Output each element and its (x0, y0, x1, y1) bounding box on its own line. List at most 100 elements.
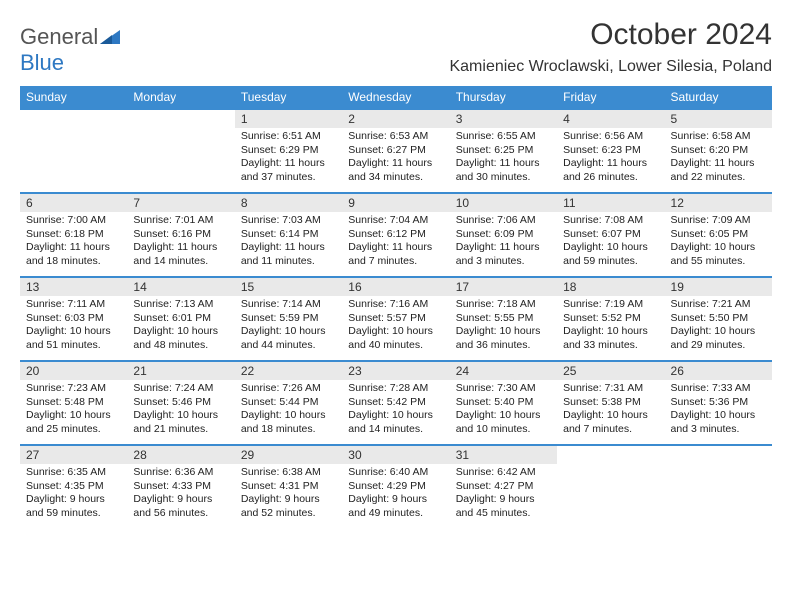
sunrise-text: Sunrise: 7:09 AM (671, 214, 766, 228)
day-details: Sunrise: 7:08 AMSunset: 6:07 PMDaylight:… (557, 212, 664, 273)
calendar-cell: 15Sunrise: 7:14 AMSunset: 5:59 PMDayligh… (235, 276, 342, 360)
sunrise-text: Sunrise: 7:04 AM (348, 214, 443, 228)
sunset-text: Sunset: 4:33 PM (133, 480, 228, 494)
sunrise-text: Sunrise: 7:23 AM (26, 382, 121, 396)
daylight-text: Daylight: 11 hours and 18 minutes. (26, 241, 121, 268)
sunrise-text: Sunrise: 6:40 AM (348, 466, 443, 480)
day-number: 3 (450, 108, 557, 128)
day-number: 31 (450, 444, 557, 464)
day-details: Sunrise: 6:35 AMSunset: 4:35 PMDaylight:… (20, 464, 127, 525)
daylight-text: Daylight: 10 hours and 18 minutes. (241, 409, 336, 436)
daylight-text: Daylight: 10 hours and 36 minutes. (456, 325, 551, 352)
day-details: Sunrise: 6:58 AMSunset: 6:20 PMDaylight:… (665, 128, 772, 189)
sunrise-text: Sunrise: 7:08 AM (563, 214, 658, 228)
day-number: 12 (665, 192, 772, 212)
day-details: Sunrise: 6:51 AMSunset: 6:29 PMDaylight:… (235, 128, 342, 189)
day-details: Sunrise: 6:42 AMSunset: 4:27 PMDaylight:… (450, 464, 557, 525)
daylight-text: Daylight: 11 hours and 30 minutes. (456, 157, 551, 184)
brand-logo: General Blue (20, 24, 120, 76)
daylight-text: Daylight: 10 hours and 21 minutes. (133, 409, 228, 436)
daylight-text: Daylight: 11 hours and 34 minutes. (348, 157, 443, 184)
day-details: Sunrise: 7:06 AMSunset: 6:09 PMDaylight:… (450, 212, 557, 273)
sunrise-text: Sunrise: 7:30 AM (456, 382, 551, 396)
sunset-text: Sunset: 6:20 PM (671, 144, 766, 158)
day-number: 14 (127, 276, 234, 296)
calendar-week-row: 6Sunrise: 7:00 AMSunset: 6:18 PMDaylight… (20, 192, 772, 276)
day-details: Sunrise: 7:16 AMSunset: 5:57 PMDaylight:… (342, 296, 449, 357)
calendar-cell: 28Sunrise: 6:36 AMSunset: 4:33 PMDayligh… (127, 444, 234, 528)
daylight-text: Daylight: 11 hours and 26 minutes. (563, 157, 658, 184)
day-details: Sunrise: 7:21 AMSunset: 5:50 PMDaylight:… (665, 296, 772, 357)
sunrise-text: Sunrise: 7:06 AM (456, 214, 551, 228)
daylight-text: Daylight: 10 hours and 25 minutes. (26, 409, 121, 436)
weekday-header: Wednesday (342, 86, 449, 108)
daylight-text: Daylight: 10 hours and 14 minutes. (348, 409, 443, 436)
sunrise-text: Sunrise: 6:42 AM (456, 466, 551, 480)
day-details: Sunrise: 6:56 AMSunset: 6:23 PMDaylight:… (557, 128, 664, 189)
sunrise-text: Sunrise: 6:35 AM (26, 466, 121, 480)
logo-text-general: General Blue (20, 24, 120, 76)
weekday-header-row: Sunday Monday Tuesday Wednesday Thursday… (20, 86, 772, 108)
weekday-header: Thursday (450, 86, 557, 108)
daylight-text: Daylight: 11 hours and 7 minutes. (348, 241, 443, 268)
calendar-week-row: 13Sunrise: 7:11 AMSunset: 6:03 PMDayligh… (20, 276, 772, 360)
day-number (665, 444, 772, 462)
day-details: Sunrise: 7:13 AMSunset: 6:01 PMDaylight:… (127, 296, 234, 357)
day-number: 16 (342, 276, 449, 296)
day-number: 5 (665, 108, 772, 128)
day-number (20, 108, 127, 126)
calendar-cell: 1Sunrise: 6:51 AMSunset: 6:29 PMDaylight… (235, 108, 342, 192)
sunset-text: Sunset: 6:18 PM (26, 228, 121, 242)
sunset-text: Sunset: 5:55 PM (456, 312, 551, 326)
sunset-text: Sunset: 4:29 PM (348, 480, 443, 494)
sunrise-text: Sunrise: 7:16 AM (348, 298, 443, 312)
day-number (557, 444, 664, 462)
day-number: 15 (235, 276, 342, 296)
calendar-cell (665, 444, 772, 528)
sunrise-text: Sunrise: 7:26 AM (241, 382, 336, 396)
sunrise-text: Sunrise: 6:55 AM (456, 130, 551, 144)
calendar-week-row: 1Sunrise: 6:51 AMSunset: 6:29 PMDaylight… (20, 108, 772, 192)
sunset-text: Sunset: 5:57 PM (348, 312, 443, 326)
daylight-text: Daylight: 10 hours and 29 minutes. (671, 325, 766, 352)
sunset-text: Sunset: 5:50 PM (671, 312, 766, 326)
sunset-text: Sunset: 4:27 PM (456, 480, 551, 494)
day-number: 7 (127, 192, 234, 212)
daylight-text: Daylight: 11 hours and 3 minutes. (456, 241, 551, 268)
day-details: Sunrise: 7:23 AMSunset: 5:48 PMDaylight:… (20, 380, 127, 441)
title-block: October 2024 Kamieniec Wroclawski, Lower… (449, 18, 772, 76)
day-details: Sunrise: 7:01 AMSunset: 6:16 PMDaylight:… (127, 212, 234, 273)
day-number: 28 (127, 444, 234, 464)
day-details: Sunrise: 7:31 AMSunset: 5:38 PMDaylight:… (557, 380, 664, 441)
calendar-cell: 2Sunrise: 6:53 AMSunset: 6:27 PMDaylight… (342, 108, 449, 192)
daylight-text: Daylight: 10 hours and 10 minutes. (456, 409, 551, 436)
day-details: Sunrise: 6:53 AMSunset: 6:27 PMDaylight:… (342, 128, 449, 189)
day-details: Sunrise: 7:11 AMSunset: 6:03 PMDaylight:… (20, 296, 127, 357)
calendar-cell: 14Sunrise: 7:13 AMSunset: 6:01 PMDayligh… (127, 276, 234, 360)
calendar-cell (20, 108, 127, 192)
calendar-cell: 19Sunrise: 7:21 AMSunset: 5:50 PMDayligh… (665, 276, 772, 360)
sunrise-text: Sunrise: 7:19 AM (563, 298, 658, 312)
sunset-text: Sunset: 6:14 PM (241, 228, 336, 242)
sunset-text: Sunset: 6:23 PM (563, 144, 658, 158)
day-number: 21 (127, 360, 234, 380)
daylight-text: Daylight: 10 hours and 44 minutes. (241, 325, 336, 352)
page-header: General Blue October 2024 Kamieniec Wroc… (20, 18, 772, 76)
sunset-text: Sunset: 6:05 PM (671, 228, 766, 242)
day-number: 1 (235, 108, 342, 128)
sunset-text: Sunset: 6:12 PM (348, 228, 443, 242)
day-number: 17 (450, 276, 557, 296)
sunrise-text: Sunrise: 7:24 AM (133, 382, 228, 396)
sunrise-text: Sunrise: 7:13 AM (133, 298, 228, 312)
calendar-cell: 16Sunrise: 7:16 AMSunset: 5:57 PMDayligh… (342, 276, 449, 360)
day-details: Sunrise: 6:36 AMSunset: 4:33 PMDaylight:… (127, 464, 234, 525)
day-number (127, 108, 234, 126)
sunrise-text: Sunrise: 7:14 AM (241, 298, 336, 312)
calendar-cell: 26Sunrise: 7:33 AMSunset: 5:36 PMDayligh… (665, 360, 772, 444)
sunset-text: Sunset: 5:36 PM (671, 396, 766, 410)
weekday-header: Sunday (20, 86, 127, 108)
day-number: 29 (235, 444, 342, 464)
day-details: Sunrise: 7:24 AMSunset: 5:46 PMDaylight:… (127, 380, 234, 441)
day-details: Sunrise: 7:18 AMSunset: 5:55 PMDaylight:… (450, 296, 557, 357)
day-number: 2 (342, 108, 449, 128)
